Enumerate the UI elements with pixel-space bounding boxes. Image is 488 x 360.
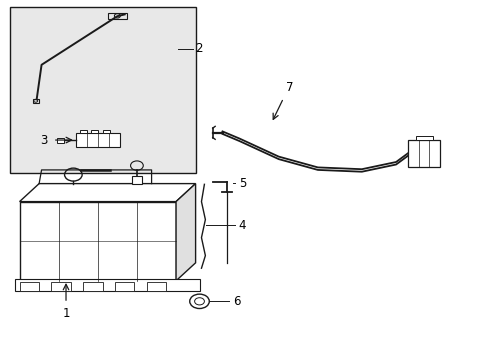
- Bar: [57, 138, 64, 143]
- Bar: [20, 282, 39, 291]
- Polygon shape: [20, 184, 195, 202]
- Bar: [132, 176, 142, 184]
- Polygon shape: [176, 184, 195, 281]
- Bar: [115, 282, 134, 291]
- Bar: [15, 279, 200, 291]
- Bar: [33, 99, 39, 103]
- Bar: [10, 7, 195, 173]
- Bar: [51, 282, 71, 291]
- Bar: [103, 130, 110, 133]
- Text: 3: 3: [40, 134, 47, 147]
- Text: 1: 1: [62, 307, 70, 320]
- Bar: [80, 130, 86, 133]
- Bar: [91, 130, 98, 133]
- Bar: [83, 282, 102, 291]
- Bar: [76, 133, 120, 147]
- Bar: [415, 136, 432, 140]
- Text: 2: 2: [195, 42, 203, 55]
- Bar: [107, 13, 127, 19]
- Text: 4: 4: [238, 219, 245, 231]
- Text: 7: 7: [285, 81, 293, 94]
- Bar: [146, 282, 166, 291]
- Bar: [407, 140, 439, 167]
- Text: 5: 5: [238, 177, 245, 190]
- Text: 6: 6: [232, 295, 240, 308]
- Bar: [20, 202, 176, 281]
